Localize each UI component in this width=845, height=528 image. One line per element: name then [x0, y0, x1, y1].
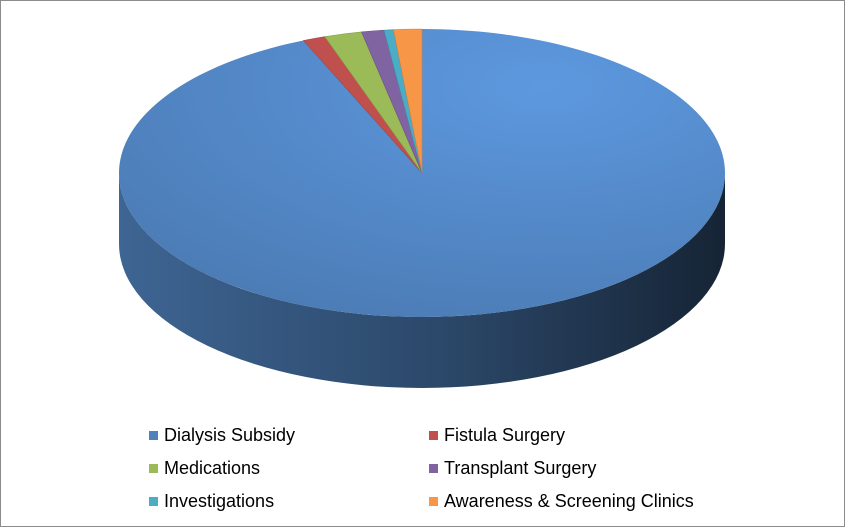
legend-label: Medications	[164, 458, 261, 478]
legend-item[interactable]: Dialysis Subsidy	[149, 424, 295, 446]
legend-label: Dialysis Subsidy	[164, 425, 296, 445]
legend-swatch	[429, 430, 438, 440]
legend-swatch	[149, 430, 158, 440]
pie-slice-awareness-screening-clinics[interactable]	[393, 28, 423, 174]
legend-item[interactable]: Fistula Surgery	[429, 424, 565, 446]
legend-label: Investigations	[164, 491, 275, 511]
legend-label: Awareness & Screening Clinics	[444, 491, 694, 511]
legend-item[interactable]: Investigations	[149, 490, 274, 512]
legend-item[interactable]: Transplant Surgery	[429, 457, 596, 479]
legend-swatch	[149, 496, 158, 506]
pie-side-dialysis-subsidy	[119, 173, 725, 388]
legend-item[interactable]: Medications	[149, 457, 260, 479]
legend-swatch	[429, 463, 438, 473]
legend-swatch	[149, 463, 158, 473]
legend-label: Fistula Surgery	[444, 425, 566, 445]
legend-item[interactable]: Awareness & Screening Clinics	[429, 490, 694, 512]
legend-swatch	[429, 496, 438, 506]
legend-label: Transplant Surgery	[444, 458, 597, 478]
